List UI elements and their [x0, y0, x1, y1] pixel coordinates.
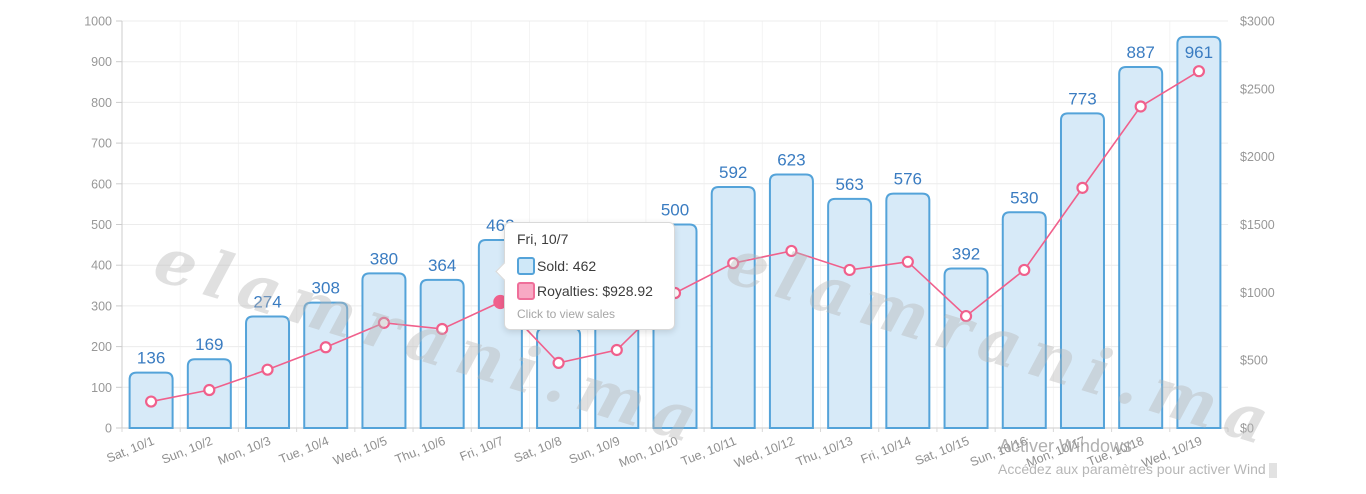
y-axis-label-right: $2500	[1240, 82, 1275, 96]
x-axis-label: Sun, 10/2	[160, 434, 215, 467]
y-axis-label-left: 300	[91, 299, 112, 313]
line-marker[interactable]	[436, 322, 449, 336]
y-axis-label-right: $1000	[1240, 286, 1275, 300]
tooltip-royalties-value: Royalties: $928.92	[537, 283, 653, 299]
line-marker[interactable]	[1192, 65, 1205, 78]
y-axis-label-left: 700	[91, 137, 112, 151]
line-marker[interactable]	[145, 395, 158, 408]
bar[interactable]	[594, 322, 640, 429]
x-axis-label: Sat, 10/8	[512, 434, 564, 466]
bar[interactable]	[768, 173, 814, 429]
y-axis-label-left: 100	[91, 381, 112, 395]
bar-value-label: 392	[952, 244, 980, 263]
windows-activation-text: Accédez aux paramètres pour activer Wind	[998, 461, 1266, 477]
line-marker[interactable]	[843, 263, 856, 277]
bar-value-label: 576	[894, 170, 922, 189]
bar[interactable]	[536, 327, 582, 429]
x-axis-label: Fri, 10/14	[859, 434, 913, 467]
bar[interactable]	[710, 186, 756, 429]
line-marker[interactable]	[552, 356, 565, 369]
x-axis-label: Wed, 10/12	[732, 434, 796, 471]
bar-value-label: 530	[1010, 188, 1038, 207]
tooltip-sold-row: Sold: 462	[517, 257, 663, 275]
y-axis-label-left: 800	[91, 96, 112, 110]
line-marker[interactable]	[1134, 100, 1147, 113]
line-marker[interactable]	[727, 257, 740, 270]
tooltip-hint: Click to view sales	[517, 307, 616, 321]
y-axis-label-left: 1000	[84, 15, 112, 29]
chart-tooltip[interactable]: Fri, 10/7 Sold: 462 Royalties: $928.92 C…	[495, 222, 675, 330]
bar[interactable]	[303, 301, 349, 429]
bar-value-label: 623	[777, 150, 805, 169]
x-axis-label: Mon, 10/10	[617, 434, 680, 470]
y-axis-label-right: $3000	[1240, 15, 1275, 29]
bar[interactable]	[1176, 35, 1222, 429]
bar-value-label: 500	[661, 201, 689, 220]
bar-value-label: 961	[1185, 43, 1213, 62]
bar-value-label: 364	[428, 256, 456, 275]
y-axis-label-left: 500	[91, 218, 112, 232]
y-axis-label-right: $1500	[1240, 218, 1275, 232]
windows-activation-title: Activer Windows	[999, 436, 1133, 456]
x-axis-label: Tue, 10/11	[679, 434, 738, 469]
bar-value-label: 274	[253, 292, 281, 311]
line-marker[interactable]	[377, 316, 391, 329]
tooltip-sold-value: Sold: 462	[537, 258, 597, 274]
bar[interactable]	[885, 192, 931, 429]
truncated-text-block	[1268, 462, 1277, 478]
y-axis-label-left: 600	[91, 177, 112, 191]
line-marker[interactable]	[203, 383, 216, 397]
line-marker[interactable]	[901, 255, 914, 268]
y-axis-label-left: 200	[91, 340, 112, 354]
bar-value-label: 592	[719, 163, 747, 182]
line-marker[interactable]	[959, 309, 973, 323]
line-marker[interactable]	[785, 244, 798, 258]
windows-activation-subtitle: Accédez aux paramètres pour activer Wind	[998, 461, 1277, 478]
y-axis-label-right: $500	[1240, 354, 1268, 368]
tooltip-title: Fri, 10/7	[517, 231, 569, 247]
royalties-swatch-icon	[517, 282, 535, 300]
bar[interactable]	[361, 272, 407, 429]
y-axis-label-left: 900	[91, 55, 112, 69]
bar-value-label: 380	[370, 249, 398, 268]
line-marker[interactable]	[261, 363, 274, 376]
x-axis-label: Sat, 10/1	[105, 434, 157, 466]
x-axis-label: Wed, 10/5	[331, 434, 389, 468]
bar-value-label: 887	[1126, 43, 1154, 62]
bar-value-label: 136	[137, 349, 165, 368]
x-axis-label: Sat, 10/15	[913, 434, 971, 468]
bar[interactable]	[1118, 65, 1164, 429]
tooltip-royalties-row: Royalties: $928.92	[517, 282, 663, 300]
x-axis-label: Mon, 10/3	[216, 434, 273, 468]
bar-value-label: 563	[835, 175, 863, 194]
bar[interactable]	[1001, 211, 1047, 429]
bar[interactable]	[419, 278, 465, 429]
y-axis-label-left: 400	[91, 259, 112, 273]
line-marker[interactable]	[319, 341, 332, 354]
bar-value-label: 773	[1068, 89, 1096, 108]
bar[interactable]	[1059, 112, 1105, 429]
bar[interactable]	[827, 197, 873, 429]
y-axis-label-left: 0	[105, 422, 112, 436]
bar-value-label: 169	[195, 335, 223, 354]
x-axis-label: Fri, 10/7	[458, 434, 506, 464]
line-marker[interactable]	[610, 343, 623, 357]
y-axis-label-right: $2000	[1240, 150, 1275, 164]
line-marker[interactable]	[1018, 263, 1031, 277]
sold-swatch-icon	[517, 257, 535, 275]
x-axis-label: Thu, 10/13	[794, 434, 855, 469]
x-axis-label: Tue, 10/4	[277, 434, 331, 467]
x-axis-label: Thu, 10/6	[393, 434, 447, 467]
line-marker[interactable]	[1076, 181, 1089, 194]
bar-value-label: 308	[312, 279, 340, 298]
bar[interactable]	[943, 267, 989, 429]
y-axis-label-right: $0	[1240, 422, 1254, 436]
x-axis-label: Sun, 10/9	[567, 434, 622, 467]
